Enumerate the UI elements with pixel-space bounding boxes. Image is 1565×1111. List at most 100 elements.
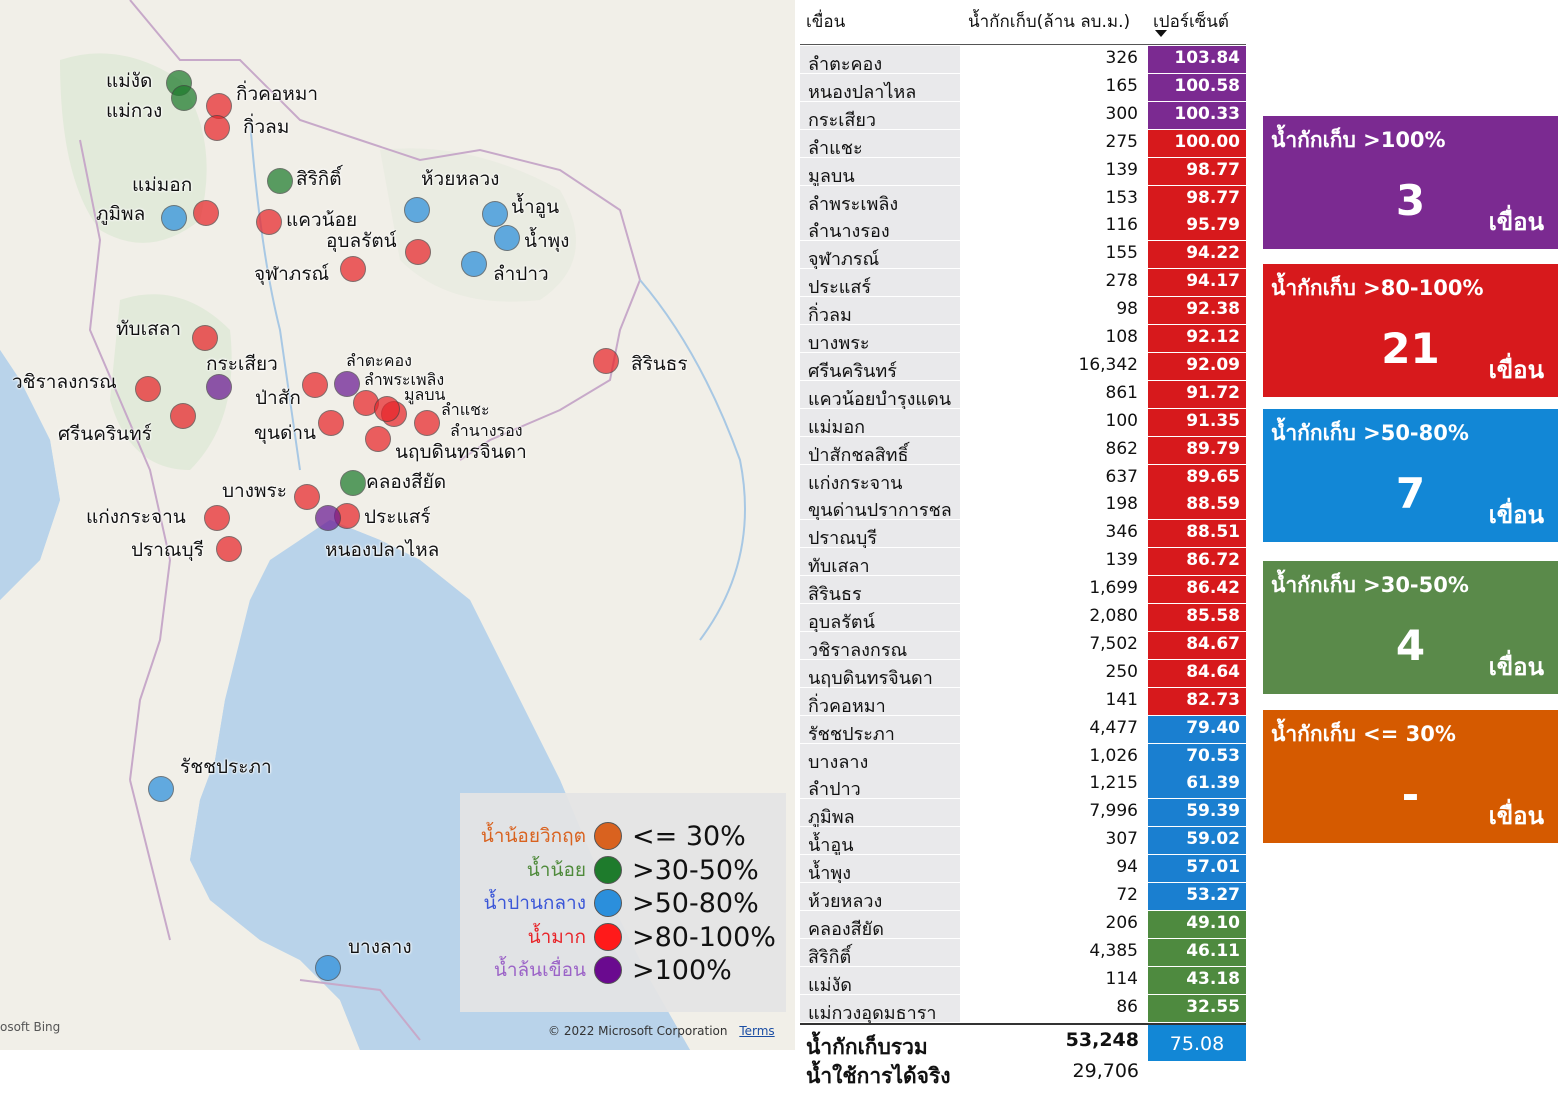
percent-value: 84.64 — [1186, 662, 1240, 682]
dam-name: กระเสียว — [808, 110, 877, 131]
table-row[interactable]: ลำพระเพลิง 153 98.77 — [800, 186, 1246, 215]
dam-marker[interactable] — [294, 484, 320, 510]
percent-cell: 94.22 — [1148, 241, 1246, 268]
percent-value: 98.77 — [1186, 188, 1240, 208]
dam-marker[interactable] — [414, 410, 440, 436]
dam-name: ห้วยหลวง — [808, 891, 883, 912]
table-row[interactable]: ศรีนครินทร์ 16,342 92.09 — [800, 353, 1246, 382]
dam-marker[interactable] — [340, 256, 366, 282]
table-row[interactable]: ปราณบุรี 346 88.51 — [800, 520, 1246, 549]
percent-cell: 91.72 — [1148, 381, 1246, 408]
total-label: น้ำกักเก็บรวม — [806, 1035, 928, 1059]
dam-label: มูลบน — [404, 385, 446, 404]
table-row[interactable]: อุบลรัตน์ 2,080 85.58 — [800, 604, 1246, 633]
table-row[interactable]: รัชชประภา 4,477 79.40 — [800, 716, 1246, 745]
dam-marker[interactable] — [148, 776, 174, 802]
total-capacity: 53,248 — [1065, 1029, 1139, 1051]
header-dam[interactable]: เขื่อน — [806, 12, 846, 32]
dam-name-cell: คลองสียัด — [800, 911, 960, 940]
percent-cell: 57.01 — [1148, 855, 1246, 882]
capacity-cell: 275 — [960, 130, 1146, 157]
table-row[interactable]: ประแสร์ 278 94.17 — [800, 269, 1246, 298]
table-row[interactable]: ลำปาว 1,215 61.39 — [800, 771, 1246, 800]
dam-name-cell: ลำนางรอง — [800, 213, 960, 242]
reservoir-map[interactable]: แม่งัด แม่กวง กิ่วคอหมา กิ่วลม สิริกิติ์… — [0, 0, 795, 1050]
table-row[interactable]: บางพระ 108 92.12 — [800, 325, 1246, 354]
percent-cell: 84.67 — [1148, 632, 1246, 659]
legend-dot — [594, 889, 622, 917]
dam-marker[interactable] — [216, 536, 242, 562]
table-row[interactable]: กระเสียว 300 100.33 — [800, 102, 1246, 131]
table-row[interactable]: แม่มอก 100 91.35 — [800, 409, 1246, 438]
header-capacity[interactable]: น้ำกักเก็บ(ล้าน ลบ.ม.) — [968, 12, 1131, 32]
table-row[interactable]: หนองปลาไหล 165 100.58 — [800, 74, 1246, 103]
percent-value: 91.35 — [1186, 411, 1240, 431]
dam-marker[interactable] — [593, 348, 619, 374]
table-row[interactable]: ป่าสักชลสิทธิ์ 862 89.79 — [800, 437, 1246, 466]
dam-marker[interactable] — [482, 201, 508, 227]
dam-label: แม่งัด — [106, 70, 153, 92]
capacity-value: 116 — [1105, 215, 1138, 235]
dam-marker[interactable] — [334, 371, 360, 397]
table-row[interactable]: มูลบน 139 98.77 — [800, 158, 1246, 187]
table-row[interactable]: น้ำอูน 307 59.02 — [800, 827, 1246, 856]
card-value: 3 — [1395, 176, 1426, 225]
table-row[interactable]: แม่งัด 114 43.18 — [800, 967, 1246, 996]
table-row[interactable]: แควน้อยบำรุงแดน 861 91.72 — [800, 381, 1246, 410]
table-row[interactable]: ลำแชะ 275 100.00 — [800, 130, 1246, 159]
table-row[interactable]: แก่งกระจาน 637 89.65 — [800, 465, 1246, 494]
sort-desc-icon[interactable] — [1155, 30, 1167, 37]
capacity-value: 862 — [1105, 439, 1138, 459]
table-row[interactable]: นฤบดินทรจินดา 250 84.64 — [800, 660, 1246, 689]
dam-marker[interactable] — [206, 374, 232, 400]
percent-value: 89.65 — [1186, 467, 1240, 487]
dam-marker[interactable] — [405, 239, 431, 265]
table-row[interactable]: แม่กวงอุดมธารา 86 32.55 — [800, 995, 1246, 1024]
table-row[interactable]: ลำนางรอง 116 95.79 — [800, 213, 1246, 242]
dam-marker[interactable] — [256, 209, 282, 235]
header-percent[interactable]: เปอร์เซ็นต์ — [1153, 12, 1229, 32]
dam-marker[interactable] — [192, 325, 218, 351]
header-divider — [800, 44, 1246, 45]
table-row[interactable]: กิ่วลม 98 92.38 — [800, 297, 1246, 326]
dam-name: ขุนด่านปราการชล — [808, 500, 952, 521]
table-row[interactable]: สิรินธร 1,699 86.42 — [800, 576, 1246, 605]
dam-marker[interactable] — [161, 205, 187, 231]
table-row[interactable]: ภูมิพล 7,996 59.39 — [800, 799, 1246, 828]
dam-marker[interactable] — [267, 168, 293, 194]
percent-cell: 59.39 — [1148, 799, 1246, 826]
dam-marker[interactable] — [494, 225, 520, 251]
table-row[interactable]: กิ่วคอหมา 141 82.73 — [800, 688, 1246, 717]
dam-marker[interactable] — [365, 426, 391, 452]
table-row[interactable]: ห้วยหลวง 72 53.27 — [800, 883, 1246, 912]
dam-marker[interactable] — [318, 410, 344, 436]
dam-marker[interactable] — [404, 197, 430, 223]
table-row[interactable]: วชิราลงกรณ 7,502 84.67 — [800, 632, 1246, 661]
dam-marker[interactable] — [204, 115, 230, 141]
terms-link[interactable]: Terms — [739, 1024, 775, 1038]
legend-name: น้ำล้นเขื่อน — [493, 959, 586, 981]
percent-value: 98.77 — [1186, 160, 1240, 180]
table-row[interactable]: คลองสียัด 206 49.10 — [800, 911, 1246, 940]
dam-marker[interactable] — [340, 470, 366, 496]
table-row[interactable]: ขุนด่านปราการชล 198 88.59 — [800, 492, 1246, 521]
dam-marker[interactable] — [374, 396, 400, 422]
percent-value: 103.84 — [1174, 48, 1240, 68]
dam-marker[interactable] — [315, 955, 341, 981]
dam-marker[interactable] — [171, 85, 197, 111]
capacity-value: 275 — [1105, 132, 1138, 152]
table-row[interactable]: สิริกิติ์ 4,385 46.11 — [800, 939, 1246, 968]
dam-marker[interactable] — [135, 376, 161, 402]
table-row[interactable]: น้ำพุง 94 57.01 — [800, 855, 1246, 884]
table-row[interactable]: ลำตะคอง 326 103.84 — [800, 46, 1246, 75]
dam-marker[interactable] — [461, 251, 487, 277]
dam-marker[interactable] — [315, 505, 341, 531]
table-row[interactable]: จุฬาภรณ์ 155 94.22 — [800, 241, 1246, 270]
table-row[interactable]: ทับเสลา 139 86.72 — [800, 548, 1246, 577]
dam-marker[interactable] — [170, 403, 196, 429]
usable-capacity: 29,706 — [1072, 1060, 1139, 1082]
dam-marker[interactable] — [193, 200, 219, 226]
table-row[interactable]: บางลาง 1,026 70.53 — [800, 744, 1246, 773]
dam-marker[interactable] — [302, 372, 328, 398]
dam-marker[interactable] — [204, 505, 230, 531]
